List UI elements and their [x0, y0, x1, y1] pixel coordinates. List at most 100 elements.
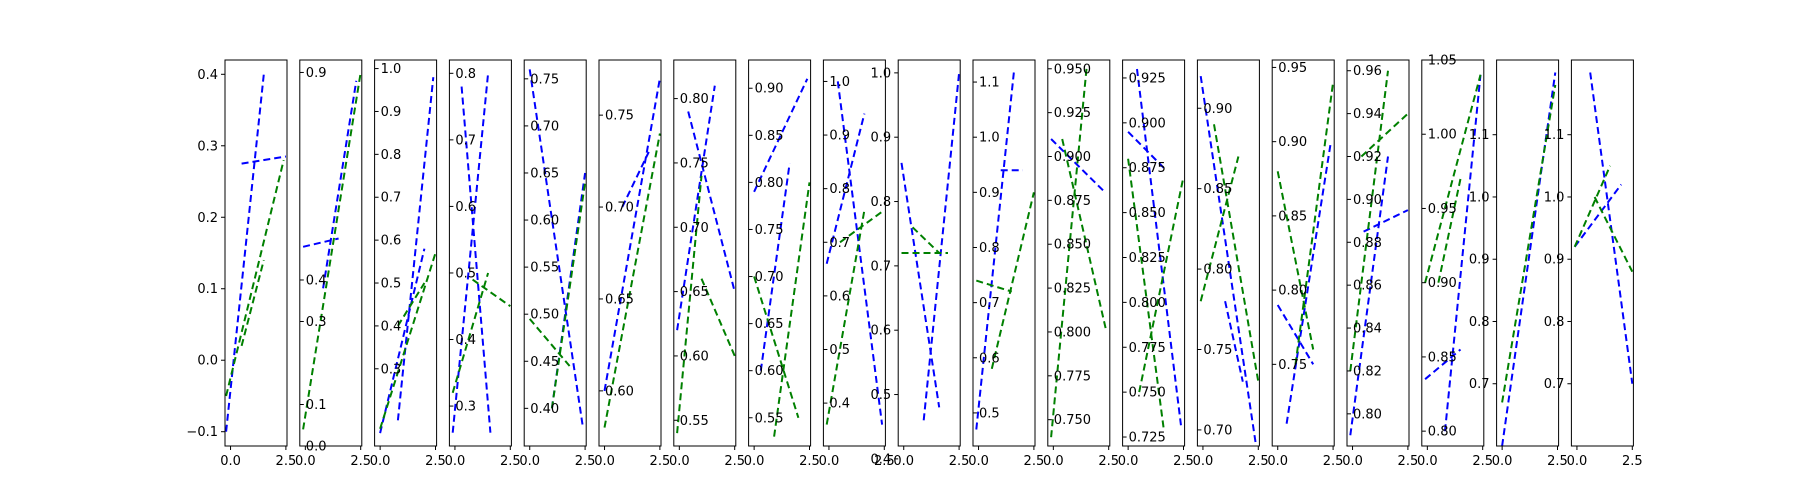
series-line-2: [1285, 141, 1332, 424]
y-tick-label: 0.3: [306, 315, 327, 330]
y-tick-label: 0.9: [381, 105, 402, 120]
subplot-lines: [1349, 70, 1409, 436]
x-tick-label: 0.0: [519, 454, 540, 469]
y-tick-label: 0.725: [1129, 431, 1166, 446]
y-tick-label: 0.75: [1203, 343, 1232, 358]
series-line-3: [379, 252, 437, 430]
y-tick-label: 0.84: [1353, 322, 1382, 337]
y-tick-label: 0.1: [197, 282, 218, 297]
subplot-lines: [753, 78, 811, 437]
y-tick-label: 0.950: [1054, 62, 1091, 77]
series-line-1: [900, 162, 941, 408]
y-tick-label: 0.4: [829, 397, 850, 412]
series-line-1: [1276, 304, 1315, 365]
y-tick-label: 1.0: [381, 62, 402, 77]
y-tick-label: 0.7: [1469, 377, 1490, 392]
y-tick-label: 0.88: [1353, 236, 1382, 251]
y-tick-label: 0.40: [530, 402, 559, 417]
series-line-2: [396, 77, 435, 421]
series-line-3: [1573, 165, 1612, 248]
y-tick-label: 0.3: [381, 362, 402, 377]
series-line-2: [1444, 74, 1482, 432]
y-tick-label: 0.65: [755, 317, 784, 332]
series-line-4: [839, 209, 885, 244]
y-tick-label: 0.900: [1129, 116, 1166, 131]
series-line-2: [1501, 84, 1557, 403]
subplot-2: 0.0 2.5 0.0 0.1 0.3 0.4 0.9: [295, 59, 371, 469]
series-line-2: [451, 73, 490, 433]
series-line-2: [922, 72, 961, 421]
series-line-3: [753, 276, 800, 419]
y-tick-label: 0.75: [530, 72, 559, 87]
y-tick-label: 0.3: [197, 139, 218, 154]
x-tick-label: 0.0: [1193, 454, 1214, 469]
subplot-lines: [1127, 68, 1185, 429]
series-line-3: [225, 159, 285, 397]
series-line-2: [1224, 300, 1244, 382]
x-tick-label: 0.0: [370, 454, 391, 469]
subplot-1: 0.0 2.5−0.10.00.10.20.30.4: [186, 59, 297, 469]
x-tick-label: 0.0: [1417, 454, 1438, 469]
series-line-3: [1276, 171, 1315, 350]
subplot-frame: [897, 59, 961, 447]
y-tick-label: 0.9: [306, 66, 327, 81]
x-tick-label: 2.5: [575, 454, 596, 469]
subplot-frame: [1421, 59, 1485, 447]
y-tick-label: 0.6: [871, 324, 892, 339]
subplot-frame: [1122, 59, 1186, 447]
y-tick-label: 0.90: [1203, 102, 1232, 117]
subplot-frame: [224, 59, 288, 447]
y-tick-label: 0.82: [1353, 364, 1382, 379]
y-tick-label: 0.8: [979, 241, 1000, 256]
y-tick-label: 0.94: [1353, 107, 1382, 122]
y-tick-label: 0.45: [530, 355, 559, 370]
y-tick-label: 0.9: [829, 129, 850, 144]
x-tick-label: 2.5: [1323, 454, 1344, 469]
y-tick-label: 0.7: [381, 191, 402, 206]
y-tick-label: 0.7: [829, 236, 850, 251]
series-line-1: [1050, 138, 1106, 193]
y-tick-label: 0.775: [1054, 369, 1091, 384]
subplot-frame: [374, 59, 438, 447]
y-tick-label: 0.0: [306, 440, 327, 455]
series-line-4: [550, 182, 587, 409]
x-tick-label: 0.0: [295, 454, 316, 469]
series-line-4: [240, 259, 265, 347]
series-line-3: [1349, 70, 1389, 372]
y-tick-label: 0.75: [605, 109, 634, 124]
series-line-4: [911, 226, 940, 254]
y-tick-label: 0.60: [605, 384, 634, 399]
y-tick-label: 0.65: [605, 292, 634, 307]
y-tick-label: 0.6: [455, 200, 476, 215]
y-tick-label: 0.90: [755, 82, 784, 97]
subplot-lines: [900, 72, 961, 421]
series-line-3: [451, 272, 490, 394]
y-tick-label: 0.5: [979, 406, 1000, 421]
y-tick-label: 0.60: [680, 349, 709, 364]
y-tick-label: 1.1: [1469, 128, 1490, 143]
x-tick-label: 2.5: [1098, 454, 1119, 469]
y-tick-label: 0.4: [871, 452, 892, 467]
y-tick-label: 0.850: [1129, 206, 1166, 221]
series-line-1: [1127, 131, 1165, 169]
x-tick-label: 2.5: [1547, 454, 1568, 469]
y-tick-label: 0.80: [1428, 425, 1457, 440]
y-tick-label: 0.750: [1054, 413, 1091, 428]
subplot-lines: [528, 69, 587, 428]
y-tick-label: 0.80: [680, 92, 709, 107]
y-tick-label: 0.5: [455, 266, 476, 281]
subplot-8: 0.0 2.5 0.55 0.60 0.65 0.70 0.75 0.80 0.85 0.90: [744, 59, 820, 469]
y-tick-label: 0.95: [1428, 202, 1457, 217]
subplot-lines: [676, 85, 736, 434]
y-tick-label: 0.7: [871, 259, 892, 274]
series-line-1: [603, 78, 661, 392]
x-tick-label: 0.0: [1342, 454, 1363, 469]
series-line-4: [1437, 178, 1462, 283]
subplot-frame: [598, 59, 662, 447]
x-tick-label: 2.5: [276, 454, 297, 469]
subplot-lines: [1424, 74, 1482, 432]
y-tick-label: 0.4: [455, 333, 476, 348]
y-tick-label: 0.70: [605, 201, 634, 216]
x-tick-label: 2.5: [724, 454, 745, 469]
